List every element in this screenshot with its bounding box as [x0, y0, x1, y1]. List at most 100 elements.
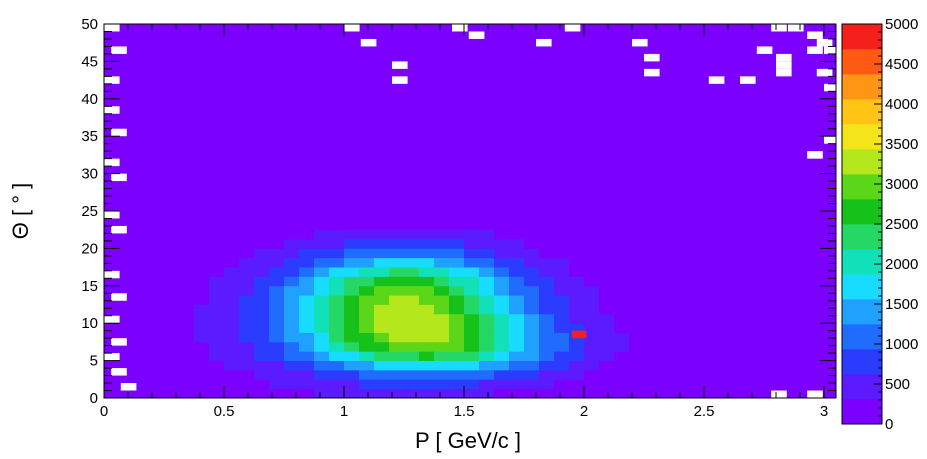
colorbar-segment: [842, 299, 882, 325]
heatmap-cell: [464, 379, 480, 390]
heatmap-cell: [404, 276, 420, 287]
heatmap-cell: [434, 267, 450, 277]
colorbar-tick-label: 1500: [885, 296, 918, 313]
heatmap-cell: [419, 239, 435, 249]
heatmap-cell: [284, 369, 300, 380]
y-tick-label: 40: [81, 91, 98, 108]
heatmap-cell: [209, 351, 225, 361]
heatmap-cell: [479, 313, 495, 324]
heatmap-cell: [404, 229, 420, 240]
heatmap-cell: [524, 332, 540, 343]
heatmap-cell: [389, 229, 405, 240]
heatmap-cell: [404, 341, 420, 352]
heatmap-cell: [284, 351, 300, 361]
heatmap-empty-bin: [104, 270, 120, 279]
heatmap-cell: [314, 248, 330, 259]
heatmap-cell: [329, 285, 345, 296]
heatmap-cell: [179, 332, 195, 343]
x-tick-label: 1.5: [454, 403, 475, 420]
heatmap-cell: [359, 313, 375, 324]
color-scale: 0 500 1000 1500 2000 2500 3000 3500 4000 4500 5000: [841, 16, 918, 433]
heatmap-cell: [389, 360, 405, 371]
heatmap-cell: [224, 323, 240, 333]
heatmap-cell: [419, 276, 435, 287]
heatmap-cell: [269, 351, 285, 361]
heatmap-empty-bin: [392, 76, 408, 84]
heatmap-cell: [179, 323, 195, 333]
heatmap-cell: [314, 369, 330, 380]
heatmap-empty-bin: [111, 368, 127, 376]
heatmap-cell: [449, 351, 465, 361]
heatmap-cell: [389, 285, 405, 296]
colorbar-tick-label: 3000: [885, 176, 918, 193]
heatmap-cell: [359, 369, 375, 380]
heatmap-cell: [194, 332, 210, 343]
colorbar-tick-label: 3500: [885, 136, 918, 153]
colorbar-segment: [842, 124, 882, 150]
heatmap-cell: [269, 369, 285, 380]
heatmap-cell: [404, 323, 420, 333]
heatmap-cell: [374, 379, 390, 390]
heatmap-cell: [344, 341, 360, 352]
heatmap-cell: [554, 369, 570, 380]
heatmap-cell: [464, 360, 480, 371]
colorbar-segment: [842, 349, 882, 375]
heatmap-cell: [299, 341, 315, 352]
heatmap-cell: [494, 341, 510, 352]
heatmap-cell: [434, 220, 450, 231]
heatmap-cell: [569, 295, 585, 305]
heatmap-cell: [449, 304, 465, 315]
y-tick-label: 20: [81, 240, 98, 257]
colorbar-segment: [842, 74, 882, 100]
heatmap-empty-bin: [644, 53, 660, 62]
heatmap-cell: [299, 332, 315, 343]
colorbar-segment: [842, 174, 882, 200]
heatmap-cell: [464, 239, 480, 249]
heatmap-cell: [329, 229, 345, 240]
heatmap-cell: [524, 341, 540, 352]
heatmap-cell: [314, 379, 330, 390]
heatmap-cell: [479, 248, 495, 259]
heatmap-empty-bin: [104, 76, 120, 84]
heatmap-empty-bin: [104, 211, 120, 219]
heatmap-empty-bin: [452, 24, 468, 32]
heatmap-cell: [584, 295, 600, 305]
heatmap-empty-bin: [807, 31, 823, 39]
heatmap-cell: [464, 248, 480, 259]
heatmap-cell: [224, 360, 240, 371]
heatmap-cell: [389, 304, 405, 315]
heatmap-cell: [329, 248, 345, 259]
heatmap-empty-bin: [120, 383, 137, 391]
heatmap-cell: [539, 379, 555, 390]
heatmap-cell: [269, 313, 285, 324]
heatmap-cell: [284, 257, 300, 268]
heatmap-cell: [479, 323, 495, 333]
heatmap-cell: [479, 369, 495, 380]
heatmap-cell: [584, 369, 600, 380]
heatmap-cell: [254, 313, 270, 324]
colorbar-tick-label: 2000: [885, 256, 918, 273]
heatmap-cell: [614, 313, 630, 324]
colorbar-segment: [842, 149, 882, 175]
y-axis: 0 5 10 15 20 25 30 35 40 45 50: [81, 16, 836, 407]
heatmap-cells: [104, 24, 840, 399]
heatmap-cell: [479, 332, 495, 343]
heatmap-cell: [329, 267, 345, 277]
heatmap-cell: [269, 360, 285, 371]
heatmap-cell: [449, 388, 465, 399]
heatmap-cell: [539, 360, 555, 371]
heatmap-cell: [554, 276, 570, 287]
heatmap-cell: [374, 239, 390, 249]
heatmap-cell: [224, 313, 240, 324]
heatmap-cell: [254, 341, 270, 352]
heatmap-cell: [599, 285, 615, 296]
heatmap-empty-bin: [632, 38, 648, 47]
heatmap-cell: [494, 332, 510, 343]
x-tick-label: 0: [100, 403, 108, 420]
y-tick-label: 10: [81, 315, 98, 332]
heatmap-cell: [449, 229, 465, 240]
heatmap-cell: [329, 341, 345, 352]
heatmap-cell: [509, 388, 525, 399]
heatmap-cell: [419, 229, 435, 240]
